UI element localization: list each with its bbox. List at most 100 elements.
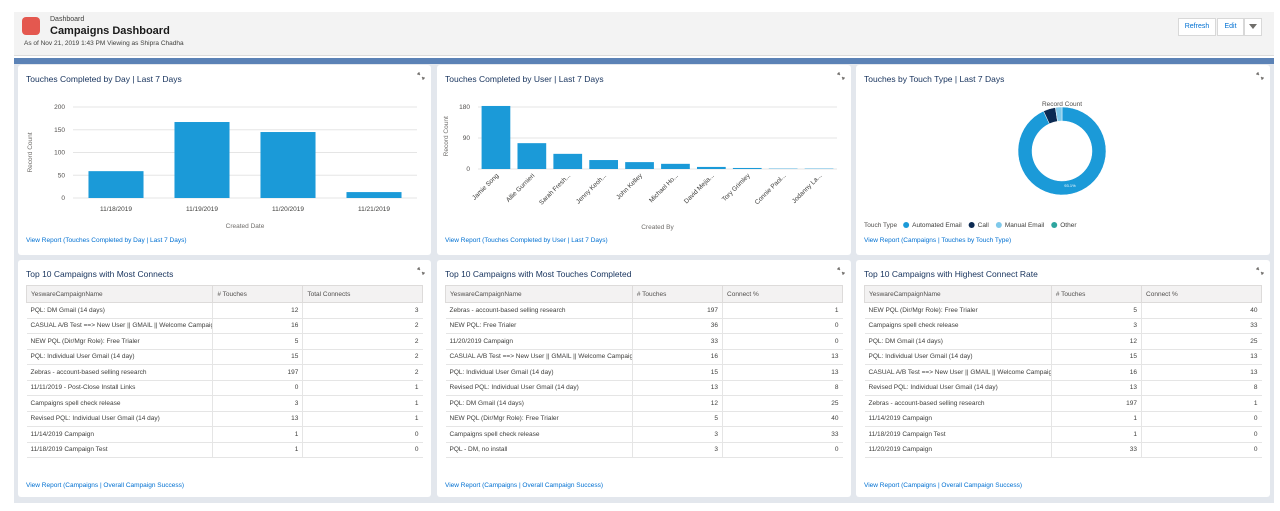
expand-icon	[1256, 72, 1264, 80]
y-tick-label: 90	[463, 135, 471, 142]
expand-glyph	[417, 267, 425, 275]
numeric-cell: 15	[212, 349, 303, 365]
x-tick-label: Michael Ho...	[648, 172, 680, 204]
numeric-cell: 13	[1141, 349, 1262, 365]
numeric-cell: 1	[212, 426, 303, 443]
view-report-link[interactable]: View Report (Campaigns | Overall Campaig…	[26, 482, 184, 489]
data-table: YeswareCampaignName # Touches Total Connec…	[25, 285, 423, 458]
bar	[481, 105, 511, 169]
y-tick-label: 100	[54, 150, 65, 157]
name-cell: Campaigns spell check release	[864, 318, 1052, 334]
name-cell: CASUAL A/B Test ==> New User || GMAIL ||…	[26, 318, 213, 334]
table-row: NEW PQL (Dir/Mgr Role): Free Trialer 5 40	[864, 302, 1262, 319]
table-row: NEW PQL (Dir/Mgr Role): Free Trialer 5 40	[445, 411, 843, 427]
x-tick-label: Jenny Keoh...	[575, 172, 608, 205]
x-tick-label: 11/18/2019	[100, 206, 132, 213]
bar	[661, 163, 690, 169]
numeric-cell: 13	[1050, 380, 1142, 396]
numeric-cell: 13	[1141, 364, 1262, 381]
numeric-cell: 197	[1050, 395, 1142, 412]
bar	[517, 143, 547, 169]
menu-button[interactable]	[1244, 18, 1262, 36]
view-report-link[interactable]: View Report (Campaigns | Overall Campaig…	[864, 482, 1022, 489]
widget-title: Touches Completed by Day | Last 7 Days	[26, 74, 182, 84]
dropdown-icon	[1249, 24, 1257, 29]
column-header: # Touches	[631, 285, 724, 303]
header: Dashboard Campaigns Dashboard As of Nov …	[14, 12, 1274, 56]
numeric-cell: 15	[1050, 349, 1142, 365]
name-cell: PQL: DM Gmail (14 days)	[26, 302, 213, 319]
numeric-cell: 2	[302, 333, 423, 350]
table-row: CASUAL A/B Test ==> New User || GMAIL ||…	[26, 318, 423, 334]
legend-swatch	[968, 222, 975, 228]
name-cell: CASUAL A/B Test ==> New User || GMAIL ||…	[445, 349, 633, 365]
numeric-cell: 3	[631, 426, 723, 443]
name-cell: 11/20/2019 Campaign	[864, 442, 1052, 458]
view-report-link[interactable]: View Report (Campaigns | Touches by Touc…	[864, 237, 1012, 244]
legend-swatch	[1051, 222, 1058, 228]
name-cell: 11/18/2019 Campaign Test	[864, 426, 1052, 443]
numeric-cell: 16	[631, 349, 723, 365]
table-row: Revised PQL: Individual User Gmail (14 d…	[445, 380, 843, 396]
numeric-cell: 2	[302, 318, 423, 334]
numeric-cell: 33	[1141, 318, 1262, 334]
numeric-cell: 40	[722, 411, 843, 427]
dashboard-icon	[22, 17, 40, 35]
widget: Touches Completed by User | Last 7 Days 0…	[437, 65, 851, 255]
bar	[88, 171, 144, 198]
table-row: 11/18/2019 Campaign Test 1 0	[26, 442, 423, 458]
numeric-cell: 16	[212, 318, 303, 334]
widget-title: Top 10 Campaigns with Most Connects	[26, 269, 174, 279]
view-report-link[interactable]: View Report (Touches Completed by Day | …	[26, 237, 187, 244]
x-tick-label: Jamie Song	[471, 172, 500, 201]
table-row: 11/20/2019 Campaign 33 0	[864, 442, 1262, 458]
numeric-cell: 0	[722, 442, 843, 458]
numeric-cell: 0	[302, 442, 423, 458]
numeric-cell: 5	[631, 411, 723, 427]
view-report-link[interactable]: View Report (Touches Completed by User |…	[445, 237, 608, 244]
legend-swatch	[903, 222, 910, 228]
view-report-link[interactable]: View Report (Campaigns | Overall Campaig…	[445, 482, 603, 489]
chart: 0 90 180 Record Count Jamie Song Allie Gurnie…	[443, 104, 837, 231]
y-tick-label: 0	[466, 166, 470, 173]
numeric-cell: 33	[1050, 442, 1142, 458]
y-axis-label: Record Count	[27, 132, 34, 172]
donut-slice	[1055, 106, 1063, 122]
bar	[732, 167, 762, 169]
expand-icon	[1256, 267, 1264, 275]
numeric-cell: 3	[212, 395, 303, 412]
numeric-cell: 40	[1141, 302, 1262, 319]
numeric-cell: 197	[212, 364, 303, 381]
numeric-cell: 1	[1141, 395, 1262, 412]
bar	[346, 192, 402, 198]
bar	[625, 162, 654, 169]
numeric-cell: 8	[722, 380, 843, 396]
name-cell: PQL: DM Gmail (14 days)	[864, 333, 1052, 350]
y-tick-label: 150	[54, 127, 65, 134]
table-row: NEW PQL: Free Trialer 36 0	[445, 318, 843, 334]
x-axis-label: Created By	[641, 224, 674, 231]
name-cell: NEW PQL: Free Trialer	[445, 318, 633, 334]
table-row: 11/11/2019 - Post-Close Install Links 0 1	[26, 380, 423, 396]
numeric-cell: 0	[212, 380, 303, 396]
refresh-button[interactable]: Refresh	[1178, 18, 1216, 36]
table-row: CASUAL A/B Test ==> New User || GMAIL ||…	[445, 349, 843, 365]
edit-button[interactable]: Edit	[1217, 18, 1244, 36]
legend-label: Manual Email	[1005, 222, 1045, 229]
bar	[589, 160, 619, 169]
numeric-cell: 13	[212, 411, 303, 427]
name-cell: 11/18/2019 Campaign Test	[26, 442, 213, 458]
column-header: Connect %	[722, 285, 843, 303]
column-header: Total Connects	[302, 285, 423, 303]
column-header: YeswareCampaignName	[864, 285, 1052, 303]
table-row: PQL: DM Gmail (14 days) 12 25	[445, 395, 843, 412]
table-row: 11/18/2019 Campaign Test 1 0	[864, 426, 1262, 443]
y-tick-label: 180	[459, 104, 470, 111]
header-row: YeswareCampaignName # Touches Total Connec…	[25, 285, 423, 303]
numeric-cell: 0	[1141, 442, 1262, 458]
column-header: # Touches	[1050, 285, 1143, 303]
chart: 0 50 100 150 200 Record Count 11/18/2019 11/19/…	[27, 104, 417, 230]
widget: Touches Completed by Day | Last 7 Days 0 5…	[18, 65, 431, 255]
table-row: Revised PQL: Individual User Gmail (14 d…	[26, 411, 423, 427]
